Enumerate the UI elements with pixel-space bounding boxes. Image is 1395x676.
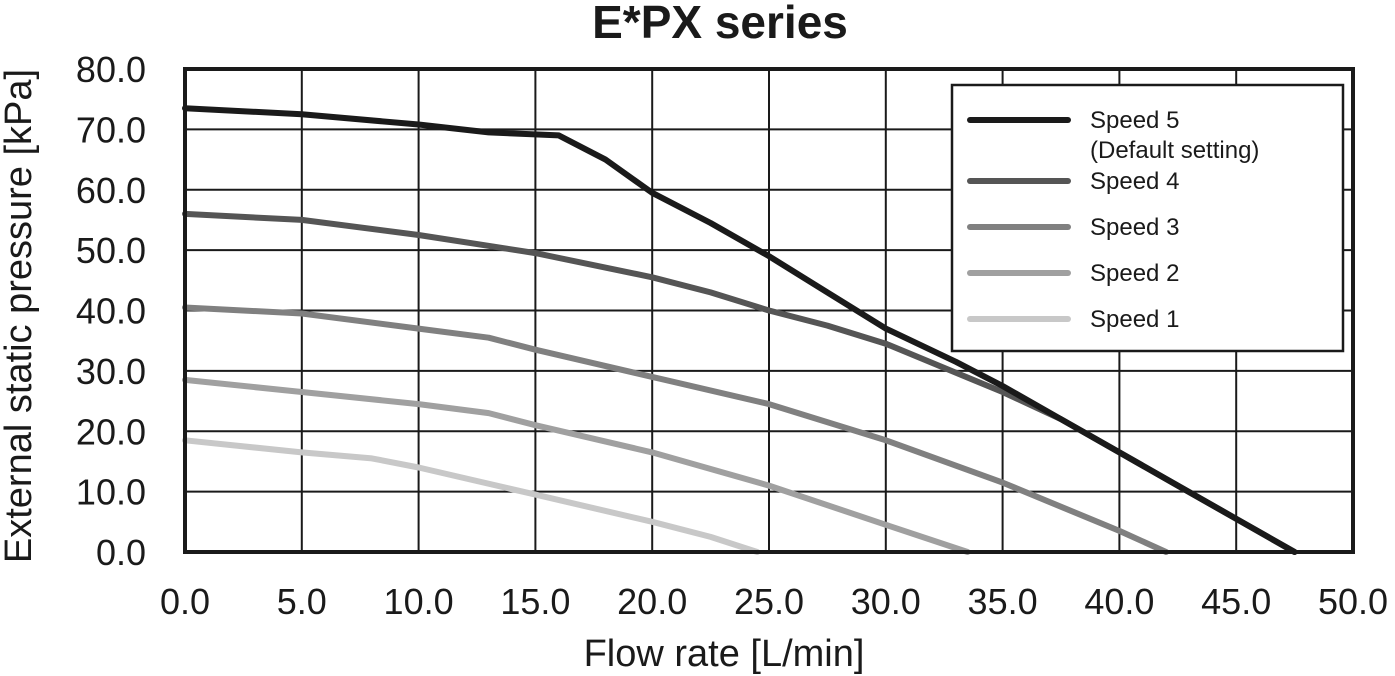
x-tick-labels: 0.0 5.0 10.0 15.0 20.0 25.0 30.0 35.0 40.0 45.0 50… (160, 581, 1388, 622)
y-tick-label: 20.0 (76, 411, 146, 452)
chart-title: E*PX series (592, 0, 848, 48)
series-line-5 (182, 437, 761, 555)
x-tick-label: 45.0 (1201, 581, 1271, 622)
series-line-1 (182, 105, 1298, 555)
legend-label-5: Speed 1 (1090, 306, 1179, 333)
x-tick-label: 0.0 (160, 581, 210, 622)
series-line-4 (182, 376, 971, 555)
y-tick-labels: 0.0 10.0 20.0 30.0 40.0 50.0 60.0 70.0 80.0 (76, 49, 146, 573)
legend-label-2: Speed 4 (1090, 168, 1179, 195)
series-lines (182, 105, 1298, 555)
y-tick-label: 40.0 (76, 291, 146, 332)
plot-frame (183, 67, 1355, 554)
x-tick-label: 20.0 (617, 581, 687, 622)
y-tick-label: 60.0 (76, 170, 146, 211)
y-tick-label: 80.0 (76, 49, 146, 90)
x-axis-label: Flow rate [L/min] (584, 633, 865, 675)
y-tick-label: 30.0 (76, 351, 146, 392)
x-tick-label: 40.0 (1084, 581, 1154, 622)
x-tick-label: 15.0 (500, 581, 570, 622)
x-tick-label: 5.0 (277, 581, 327, 622)
legend: Speed 5 (Default setting) Speed 4 Speed 3 Sp… (950, 83, 1345, 353)
y-tick-label: 50.0 (76, 230, 146, 271)
x-tick-label: 30.0 (851, 581, 921, 622)
y-tick-label: 0.0 (96, 532, 146, 573)
x-tick-label: 10.0 (384, 581, 454, 622)
y-tick-label: 10.0 (76, 472, 146, 513)
y-axis-label: External static pressure [kPa] (0, 69, 40, 563)
x-tick-label: 35.0 (968, 581, 1038, 622)
legend-label-4: Speed 2 (1090, 260, 1179, 287)
legend-box (950, 83, 1345, 353)
series-line-3 (182, 304, 1170, 555)
legend-note-1: (Default setting) (1090, 137, 1259, 164)
x-tick-label: 25.0 (734, 581, 804, 622)
legend-label-1: Speed 5 (1090, 107, 1179, 134)
x-tick-label: 50.0 (1318, 581, 1388, 622)
legend-label-3: Speed 3 (1090, 214, 1179, 241)
y-tick-label: 70.0 (76, 109, 146, 150)
